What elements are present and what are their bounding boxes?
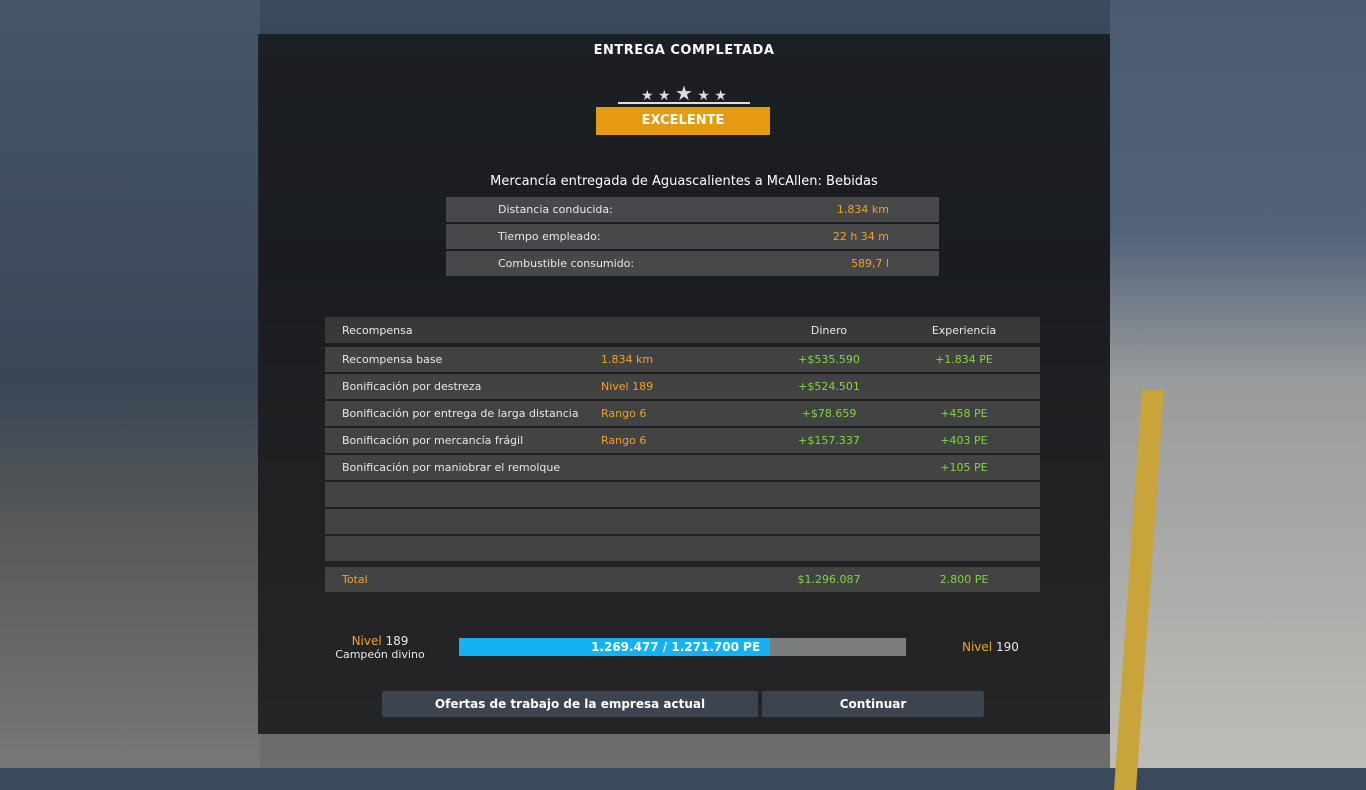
xp-progress-bar: 1.269.477 / 1.271.700 PE: [459, 638, 906, 656]
current-level: Nivel 189 Campeón divino: [330, 634, 430, 661]
stat-value: 22 h 34 m: [832, 230, 889, 243]
stat-row: Tiempo empleado: 22 h 34 m: [446, 224, 939, 249]
cell-money: +$157.337: [798, 434, 860, 447]
table-row: Bonificación por destreza Nivel 189 +$524.…: [325, 374, 1040, 399]
cell-money: +$524.501: [798, 380, 860, 393]
stat-label: Distancia conducida:: [498, 203, 613, 216]
cell-xp: +458 PE: [940, 407, 988, 420]
cell-xp: +105 PE: [940, 461, 988, 474]
header-money: Dinero: [810, 323, 848, 337]
total-row: Total $1.296.087 2.800 PE: [325, 567, 1040, 592]
cell-detail: Nivel 189: [601, 380, 654, 393]
stat-row: Distancia conducida: 1.834 km: [446, 197, 939, 222]
header-xp: Experiencia: [931, 323, 997, 337]
cell-xp: 2.800 PE: [939, 573, 989, 586]
stats-list: Distancia conducida: 1.834 km Tiempo empl…: [446, 197, 939, 278]
table-row: [325, 509, 1040, 534]
cell-detail: 1.834 km: [601, 353, 654, 366]
delivery-summary: Mercancía entregada de Aguascalientes a …: [490, 174, 878, 189]
cell-money: +$535.590: [798, 353, 860, 366]
level-word: Nivel: [351, 634, 382, 648]
cell-money: $1.296.087: [797, 573, 861, 586]
header-reward: Recompensa: [342, 323, 413, 337]
cell-xp: +1.834 PE: [935, 353, 993, 366]
cell-label: Bonificación por destreza: [342, 380, 482, 393]
stat-label: Tiempo empleado:: [498, 230, 601, 243]
level-number: 190: [995, 640, 1019, 654]
table-row: Bonificación por mercancía frágil Rango 6…: [325, 428, 1040, 453]
table-header: Recompensa Dinero Experiencia: [325, 317, 1040, 343]
reward-table: Recompensa Dinero Experiencia Recompensa…: [325, 317, 1040, 594]
table-row: [325, 536, 1040, 561]
xp-progress-fill: [459, 638, 771, 656]
cell-label: Recompensa base: [342, 353, 443, 366]
cell-money: +$78.659: [801, 407, 857, 420]
level-number: 189: [385, 634, 409, 648]
stat-value: 1.834 km: [836, 203, 889, 216]
delivery-dialog: ENTREGA COMPLETADA ★ ★ ★ ★ ★ EXCELENTE M…: [258, 34, 1110, 734]
dialog-title: ENTREGA COMPLETADA: [593, 43, 775, 58]
table-row: Bonificación por maniobrar el remolque +1…: [325, 455, 1040, 480]
next-level: Nivel 190: [962, 640, 1019, 654]
rating-stars-icon: ★ ★ ★ ★ ★: [618, 82, 750, 104]
cell-label: Bonificación por entrega de larga distan…: [342, 407, 579, 420]
background-garage-left: [0, 0, 260, 768]
stat-label: Combustible consumido:: [498, 257, 635, 270]
cell-xp: +403 PE: [940, 434, 988, 447]
cell-label: Bonificación por maniobrar el remolque: [342, 461, 561, 474]
cell-detail: Rango 6: [601, 407, 647, 420]
cell-detail: Rango 6: [601, 434, 647, 447]
stat-row: Combustible consumido: 589,7 l: [446, 251, 939, 276]
rank-title: Campeón divino: [335, 648, 425, 661]
cell-label: Total: [342, 573, 368, 586]
table-row: Recompensa base 1.834 km +$535.590 +1.834 P…: [325, 347, 1040, 372]
table-row: Bonificación por entrega de larga distan…: [325, 401, 1040, 426]
cell-label: Bonificación por mercancía frágil: [342, 434, 524, 447]
company-job-offers-button[interactable]: Ofertas de trabajo de la empresa actual: [382, 691, 758, 717]
rating-badge: EXCELENTE: [596, 107, 770, 135]
xp-progress-text: 1.269.477 / 1.271.700 PE: [591, 640, 761, 654]
table-row: [325, 482, 1040, 507]
background-garage-right: [1110, 0, 1366, 768]
level-word: Nivel: [962, 640, 993, 654]
stat-value: 589,7 l: [850, 257, 889, 270]
continue-button[interactable]: Continuar: [762, 691, 984, 717]
